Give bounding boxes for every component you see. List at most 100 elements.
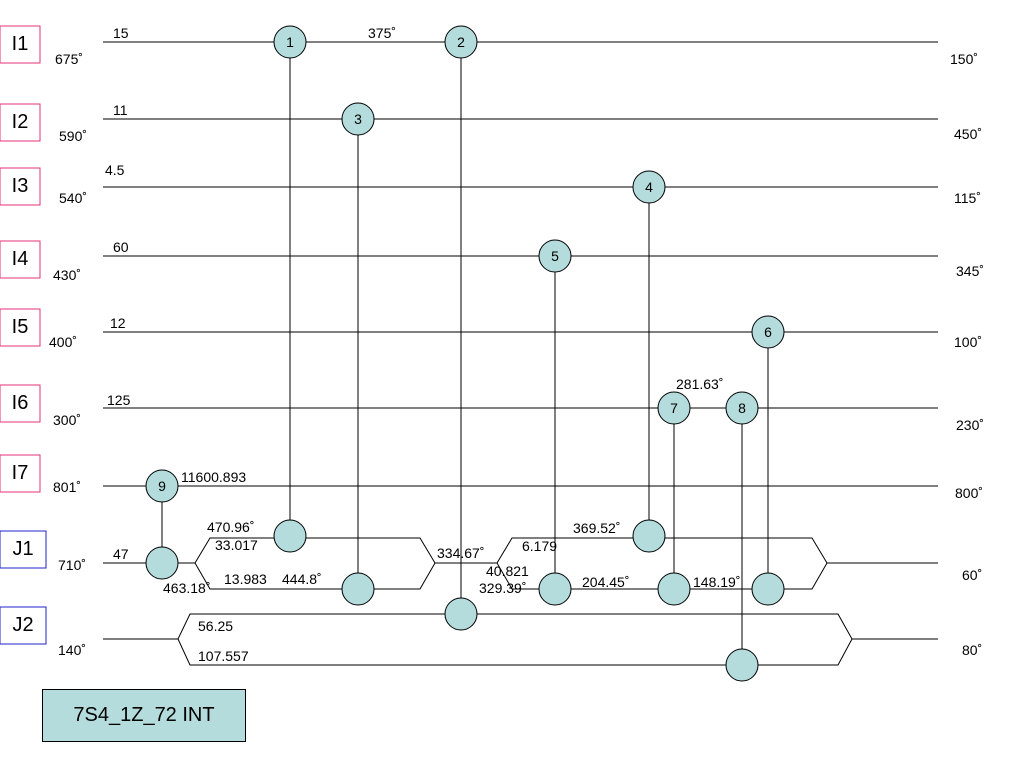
- temp-j1-after-7: 148.19˚: [693, 574, 740, 590]
- exchanger-3-cold-side[interactable]: [341, 572, 375, 606]
- temp-j1-after-3: 444.8˚: [282, 571, 322, 587]
- temp-j1-split-bottom: 463.18˚: [163, 580, 210, 596]
- exchanger-2-label: 2: [457, 34, 465, 50]
- exchanger-6-label: 6: [764, 324, 772, 340]
- cp-j1-split-bottom: 13.983: [224, 571, 267, 587]
- outlet-temp-i4: 345˚: [956, 263, 984, 279]
- exchanger-8[interactable]: [725, 391, 759, 425]
- outlet-temp-i5: 100˚: [954, 334, 982, 350]
- stream-box-i6: [0, 384, 41, 423]
- temp-j1-mix: 334.67˚: [437, 545, 484, 561]
- exchanger-8-cold-side[interactable]: [725, 648, 759, 682]
- outlet-temp-j1: 60˚: [962, 567, 982, 583]
- network-title-box: 7S4_1Z_72 INT: [42, 689, 246, 742]
- stream-line-j2: [103, 613, 938, 666]
- exchanger-8-label: 8: [738, 400, 746, 416]
- inlet-temp-i5: 400˚: [49, 334, 77, 350]
- temp-i1-mid: 375˚: [368, 25, 396, 41]
- inlet-temp-i1: 675˚: [55, 51, 83, 67]
- inlet-temp-j2: 140˚: [58, 642, 86, 658]
- stream-id-i1: I1: [12, 33, 29, 55]
- exchanger-6-cold-side[interactable]: [751, 572, 785, 606]
- inlet-temp-i4: 430˚: [53, 267, 81, 283]
- exchanger-4-cold-side[interactable]: [632, 519, 666, 553]
- cp-i4: 60: [113, 239, 129, 255]
- stream-id-i7: I7: [12, 462, 29, 484]
- exchanger-1[interactable]: [273, 25, 307, 59]
- stream-box-j2: [0, 606, 47, 645]
- outlet-temp-i7: 800˚: [955, 485, 983, 501]
- outlet-temp-j2: 80˚: [962, 642, 982, 658]
- exchanger-3-label: 3: [354, 111, 362, 127]
- exchanger-3[interactable]: [341, 102, 375, 136]
- stream-id-i5: I5: [12, 316, 29, 338]
- inlet-temp-i6: 300˚: [53, 412, 81, 428]
- stream-id-j2: J2: [12, 614, 33, 636]
- intermediate-annotations: 375˚ 281.63˚ 470.96˚ 33.017 463.18˚ 13.9…: [163, 25, 740, 664]
- exchanger-9[interactable]: [145, 469, 179, 503]
- cp-j2-split-top: 56.25: [198, 618, 233, 634]
- exchanger-6[interactable]: [751, 315, 785, 349]
- stream-box-i3: [0, 167, 41, 206]
- cp-i6: 125: [107, 392, 131, 408]
- cp-j1-split2-bottom: 40.821: [486, 563, 529, 579]
- cp-j1-split-top: 33.017: [215, 537, 258, 553]
- exchanger-5[interactable]: [538, 239, 572, 273]
- outlet-temp-i2: 450˚: [954, 126, 982, 142]
- heat-capacity-labels: 15 11 4.5 60 12 125 11600.893 47: [105, 25, 246, 562]
- exchanger-1-label: 1: [286, 34, 294, 50]
- cp-i7: 11600.893: [181, 469, 246, 485]
- outlet-temp-i1: 150˚: [950, 51, 978, 67]
- stream-id-j1: J1: [12, 538, 33, 560]
- cp-i3: 4.5: [105, 162, 125, 178]
- exchanger-5-label: 5: [551, 248, 559, 264]
- stream-id-i3: I3: [12, 175, 29, 197]
- stream-id-i2: I2: [12, 111, 29, 133]
- temp-j1-after-5: 204.45˚: [582, 574, 629, 590]
- stream-box-i5: [0, 308, 41, 347]
- outlet-temperatures: 150˚ 450˚ 115˚ 345˚ 100˚ 230˚ 800˚ 60˚ 8…: [950, 51, 984, 658]
- exchanger-7-label: 7: [670, 400, 678, 416]
- stream-box-i7: [0, 454, 41, 493]
- cp-j1: 47: [113, 546, 129, 562]
- exchanger-1-cold-side[interactable]: [273, 519, 307, 553]
- inlet-temperatures: 675˚ 590˚ 540˚ 430˚ 400˚ 300˚ 801˚ 710˚ …: [49, 51, 87, 658]
- temp-j1-after-4: 369.52˚: [573, 520, 620, 536]
- exchanger-4[interactable]: [632, 170, 666, 204]
- temp-i6-mid: 281.63˚: [676, 376, 723, 392]
- exchangers-numbered: 1 2 3 4 5 6 7 8 9: [145, 25, 785, 503]
- exchanger-9-cold-side[interactable]: [145, 546, 179, 580]
- cp-j2-split-bottom: 107.557: [198, 648, 249, 664]
- stream-id-boxes: I1 I2 I3 I4 I5 I6 I7 J1 J2: [0, 25, 47, 645]
- temp-j1-split2-bottom: 329.39˚: [479, 580, 526, 596]
- exchanger-2[interactable]: [444, 25, 478, 59]
- stream-id-i4: I4: [12, 248, 29, 270]
- network-title: 7S4_1Z_72 INT: [73, 704, 215, 726]
- exchanger-links: [161, 42, 769, 665]
- stream-box-i1: [0, 25, 41, 64]
- inlet-temp-j1: 710˚: [58, 557, 86, 573]
- inlet-temp-i2: 590˚: [59, 128, 87, 144]
- cp-i2: 11: [113, 102, 128, 118]
- exchanger-2-cold-side[interactable]: [444, 597, 478, 631]
- stream-lines: [103, 41, 938, 666]
- cp-i5: 12: [110, 315, 126, 331]
- stream-id-i6: I6: [12, 392, 29, 414]
- inlet-temp-i3: 540˚: [59, 190, 87, 206]
- outlet-temp-i3: 115˚: [954, 190, 981, 206]
- temp-j1-split-top: 470.96˚: [207, 519, 254, 535]
- cp-i1: 15: [113, 25, 129, 41]
- inlet-temp-i7: 801˚: [53, 479, 81, 495]
- exchangers-cold-side: [145, 519, 785, 682]
- exchanger-7[interactable]: [657, 391, 691, 425]
- cp-j1-split2-top: 6.179: [522, 538, 557, 554]
- stream-box-j1: [0, 530, 47, 569]
- stream-box-i4: [0, 240, 41, 279]
- stream-box-i2: [0, 103, 41, 142]
- outlet-temp-i6: 230˚: [956, 417, 984, 433]
- exchanger-5-cold-side[interactable]: [538, 572, 572, 606]
- exchanger-4-label: 4: [645, 179, 653, 195]
- exchanger-7-cold-side[interactable]: [657, 572, 691, 606]
- exchanger-9-label: 9: [158, 478, 166, 494]
